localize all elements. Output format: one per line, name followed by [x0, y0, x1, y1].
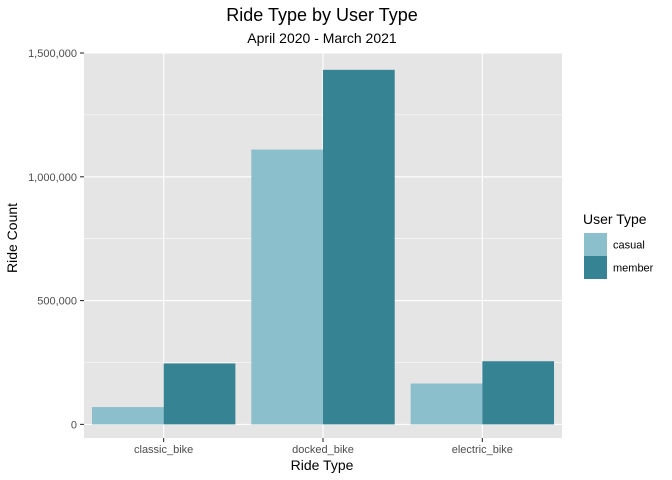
y-tick-label: 0	[71, 419, 77, 431]
x-tick-label: electric_bike	[452, 444, 513, 456]
legend-title: User Type	[583, 211, 647, 227]
y-axis: 0 500,000 1,000,000 1,500,000	[28, 48, 84, 431]
legend-items: casual member	[584, 233, 654, 279]
legend-label-member: member	[613, 263, 654, 275]
y-tick-label: 1,000,000	[28, 172, 77, 184]
x-axis-title: Ride Type	[291, 457, 354, 473]
x-tick-label: classic_bike	[134, 444, 193, 456]
bar-member-classic_bike	[163, 363, 236, 425]
y-tick-label: 500,000	[37, 296, 77, 308]
chart-subtitle: April 2020 - March 2021	[247, 30, 397, 46]
bar-casual-docked_bike	[251, 149, 323, 425]
legend-key-casual	[584, 233, 607, 256]
legend-key-member	[584, 256, 607, 279]
bar-member-docked_bike	[323, 69, 395, 425]
y-tick-label: 1,500,000	[28, 48, 77, 60]
bars	[91, 69, 555, 425]
x-axis: classic_bike docked_bike electric_bike	[134, 438, 513, 456]
chart-title: Ride Type by User Type	[226, 5, 417, 25]
y-axis-title: Ride Count	[4, 203, 20, 273]
x-tick-label: docked_bike	[292, 444, 354, 456]
bar-casual-classic_bike	[91, 407, 164, 425]
bar-casual-electric_bike	[410, 383, 483, 425]
legend-label-casual: casual	[613, 240, 645, 252]
bar-member-electric_bike	[482, 361, 555, 425]
legend: User Type casual member	[583, 211, 654, 279]
